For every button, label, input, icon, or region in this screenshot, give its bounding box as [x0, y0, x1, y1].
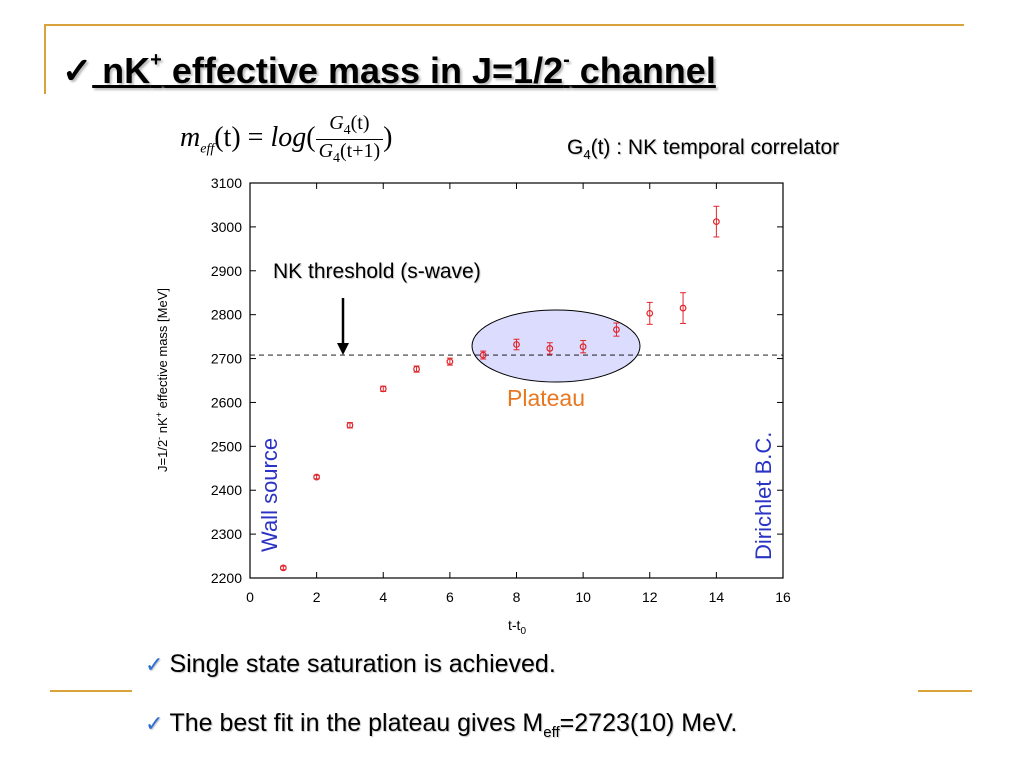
title-check-icon: ✓: [62, 50, 93, 91]
bullet-saturation: ✓ Single state saturation is achieved.: [145, 650, 556, 679]
title-mid: effective mass in J=1/2: [161, 50, 564, 91]
y-label-pre: J=1/2: [155, 440, 170, 472]
left-accent-line: [44, 24, 46, 94]
dirichlet-label: Dirichlet B.C.: [751, 432, 776, 560]
bottom-left-accent-line: [50, 690, 132, 692]
plateau-ellipse: [471, 309, 641, 383]
x-axis-label-sub: 0: [520, 626, 526, 637]
x-tick-label: 4: [379, 589, 387, 605]
y-tick-label: 2500: [211, 438, 242, 454]
data-point: [546, 345, 554, 352]
y-tick-label: 2900: [211, 263, 242, 279]
title-post: channel: [569, 50, 716, 91]
bullet-best-fit-post: =2723(10) MeV.: [559, 709, 738, 737]
bullet-best-fit-pre: The best fit in the plateau gives M: [169, 709, 544, 737]
data-point: [646, 309, 654, 317]
formula-sub-eff: eff: [200, 141, 215, 157]
corr-note-sub: 4: [583, 147, 591, 163]
title-sup-plus: +: [150, 49, 162, 71]
y-tick-label: 2600: [211, 394, 242, 410]
y-axis-label: J=1/2- nK+ effective mass [MeV]: [154, 288, 170, 472]
x-tick-label: 2: [313, 589, 321, 605]
formula-numerator: G4(t): [315, 112, 384, 140]
threshold-arrow-head: [337, 343, 349, 355]
bottom-right-accent-line: [918, 690, 972, 692]
formula-fraction: G4(t) G4(t+1): [315, 112, 384, 167]
bullet-best-fit-sub: eff: [543, 724, 560, 741]
x-tick-label: 12: [642, 589, 658, 605]
data-point: [613, 326, 620, 333]
num-arg: (t): [350, 112, 370, 134]
y-tick-label: 3000: [211, 219, 242, 235]
title-sup-minus: -: [563, 49, 570, 71]
y-tick-label: 2400: [211, 482, 242, 498]
corr-note-g: G: [567, 136, 584, 159]
slide-title: ✓ nK+ effective mass in J=1/2- channel: [62, 49, 716, 92]
x-axis-label-main: t-t: [508, 617, 521, 633]
data-point: [313, 473, 321, 481]
data-point: [379, 385, 387, 393]
den-g: G: [318, 140, 334, 162]
top-accent-line: [44, 24, 964, 26]
x-axis-label: t-t0: [508, 617, 526, 637]
x-tick-label: 0: [246, 589, 254, 605]
y-label-sup2: +: [154, 412, 164, 417]
y-tick-label: 2800: [211, 307, 242, 323]
y-label-mid: nK: [155, 417, 170, 437]
x-tick-label: 8: [513, 589, 521, 605]
num-g: G: [329, 112, 344, 134]
correlator-note: G4(t) : NK temporal correlator: [567, 136, 839, 162]
title-pre: nK: [92, 50, 151, 91]
y-tick-label: 2200: [211, 570, 242, 586]
x-tick-label: 14: [709, 589, 725, 605]
data-point: [279, 564, 287, 572]
den-arg: (t+1): [340, 140, 381, 162]
plateau-label: Plateau: [507, 385, 585, 411]
data-point: [413, 365, 420, 373]
x-tick-label: 16: [775, 589, 791, 605]
den-sub: 4: [333, 151, 341, 166]
data-point: [346, 421, 354, 429]
effective-mass-formula: meff(t) = log(G4(t) G4(t+1)): [180, 112, 393, 167]
data-point: [579, 343, 587, 351]
bullet-saturation-text: Single state saturation is achieved.: [169, 650, 556, 678]
y-tick-label: 2700: [211, 351, 242, 367]
bullet-check-icon: ✓: [145, 711, 164, 736]
data-point: [446, 358, 454, 366]
data-point: [679, 304, 687, 312]
x-tick-label: 10: [575, 589, 591, 605]
y-label-sup1: -: [154, 437, 164, 440]
formula-open-paren: (: [306, 121, 316, 153]
data-point: [479, 351, 487, 359]
threshold-label: NK threshold (s-wave): [273, 260, 481, 283]
formula-m: m: [180, 121, 201, 153]
formula-lhs-arg: (t) =: [214, 121, 271, 153]
bullet-check-icon: ✓: [145, 652, 164, 677]
formula-denominator: G4(t+1): [316, 140, 384, 167]
formula-log: log: [270, 121, 307, 153]
corr-note-text: (t) : NK temporal correlator: [590, 136, 840, 159]
wall-source-label: Wall source: [257, 438, 282, 552]
y-tick-label: 3100: [211, 175, 242, 191]
title-text: nK+ effective mass in J=1/2- channel: [92, 49, 716, 91]
num-sub: 4: [343, 123, 351, 138]
bullet-best-fit: ✓ The best fit in the plateau gives Meff=…: [145, 709, 737, 741]
formula-close-paren: ): [383, 121, 393, 153]
data-point: [712, 218, 720, 226]
x-tick-label: 6: [446, 589, 454, 605]
plot-frame: [249, 182, 784, 579]
y-label-post: effective mass [MeV]: [155, 288, 170, 412]
data-point: [513, 341, 520, 348]
y-tick-label: 2300: [211, 526, 242, 542]
